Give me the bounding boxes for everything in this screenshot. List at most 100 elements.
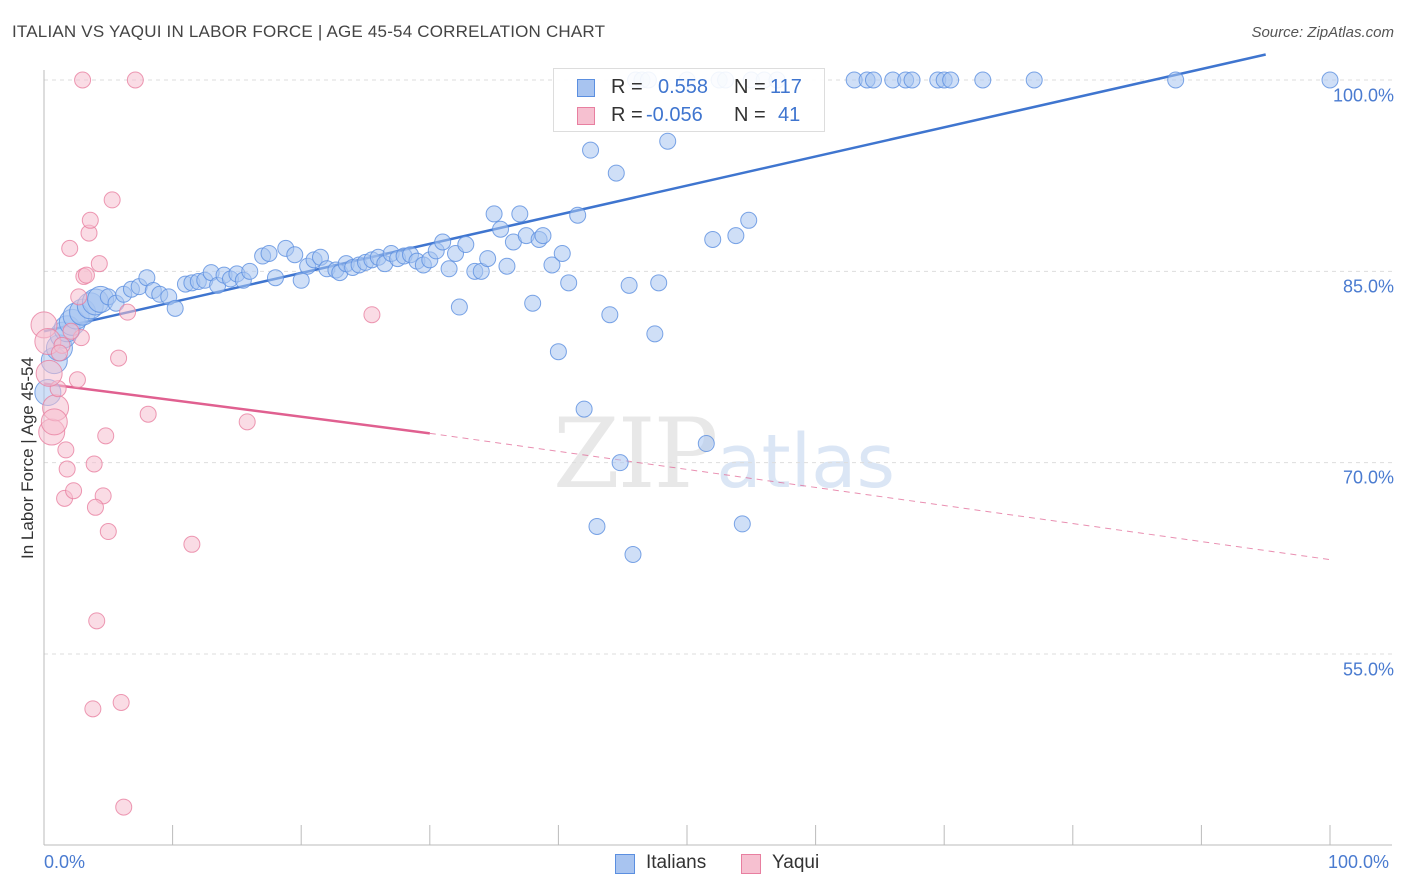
yaqui-point bbox=[86, 498, 104, 516]
italians-point bbox=[543, 256, 561, 274]
italians-point bbox=[624, 546, 642, 564]
y-tick-label: 55.0% bbox=[1342, 659, 1394, 680]
italians-point bbox=[1321, 71, 1339, 89]
stats-legend: R = 0.558 N = 117 R = -0.056 N = 41 bbox=[553, 68, 825, 132]
italians-point bbox=[498, 257, 516, 275]
italians-point bbox=[524, 294, 542, 312]
y-tick-label: 100.0% bbox=[1332, 85, 1394, 106]
yaqui-point bbox=[139, 405, 157, 423]
data-points bbox=[30, 71, 1339, 816]
yaqui-point bbox=[62, 322, 80, 340]
r-value: 0.558 bbox=[658, 76, 709, 98]
italians-point bbox=[560, 274, 578, 292]
italians-point bbox=[727, 227, 745, 245]
italians-point bbox=[582, 141, 600, 159]
italians-point bbox=[1167, 71, 1185, 89]
yaqui-point bbox=[238, 413, 256, 431]
italians-point bbox=[704, 230, 722, 248]
italians-point bbox=[434, 233, 452, 251]
italians-point bbox=[457, 236, 475, 254]
yaqui-trend-line bbox=[43, 382, 430, 435]
x-tick-label: 100.0% bbox=[1328, 852, 1390, 872]
italians-point bbox=[659, 132, 677, 150]
italians-point bbox=[1025, 71, 1043, 89]
italians-point bbox=[864, 71, 882, 89]
italians-point bbox=[511, 205, 529, 223]
italians-point bbox=[450, 298, 468, 316]
n-label: N = bbox=[734, 104, 766, 126]
x-tick-label: 0.0% bbox=[44, 852, 86, 872]
stats-row-italians: R = 0.558 N = 117 bbox=[554, 73, 824, 101]
n-label: N = bbox=[734, 76, 766, 98]
yaqui-point bbox=[68, 371, 86, 389]
yaqui-point bbox=[90, 255, 108, 273]
y-tick-label: 85.0% bbox=[1342, 276, 1394, 297]
stats-row-yaqui: R = -0.056 N = 41 bbox=[554, 101, 824, 129]
italians-point bbox=[553, 244, 571, 262]
legend-label: Italians bbox=[646, 852, 707, 873]
y-axis-label: In Labor Force | Age 45-54 bbox=[18, 357, 37, 559]
watermark-atlas: atlas bbox=[716, 419, 896, 505]
yaqui-point bbox=[88, 612, 106, 630]
italians-point bbox=[266, 269, 284, 287]
legend-swatch bbox=[741, 854, 761, 874]
axes bbox=[43, 70, 1392, 846]
italians-point bbox=[611, 454, 629, 472]
italians-point bbox=[549, 343, 567, 361]
grid-lines bbox=[44, 79, 1392, 655]
yaqui-point bbox=[126, 71, 144, 89]
yaqui-point bbox=[35, 359, 63, 387]
italians-point bbox=[650, 274, 668, 292]
yaqui-point bbox=[119, 303, 137, 321]
italians-point bbox=[485, 205, 503, 223]
italians-point bbox=[166, 299, 184, 317]
yaqui-point bbox=[183, 535, 201, 553]
chart-title: ITALIAN VS YAQUI IN LABOR FORCE | AGE 45… bbox=[12, 22, 606, 41]
yaqui-point bbox=[65, 482, 83, 500]
italians-point bbox=[646, 325, 664, 343]
italians-point bbox=[733, 515, 751, 533]
yaqui-point bbox=[81, 211, 99, 229]
italians-point bbox=[697, 435, 715, 453]
yaqui-point bbox=[97, 427, 115, 445]
italians-point bbox=[292, 271, 310, 289]
yaqui-point bbox=[74, 71, 92, 89]
italians-point bbox=[974, 71, 992, 89]
y-tick-label: 70.0% bbox=[1342, 467, 1394, 488]
r-value: -0.056 bbox=[646, 104, 703, 126]
yaqui-point bbox=[103, 191, 121, 209]
n-value: 41 bbox=[778, 104, 801, 126]
italians-point bbox=[241, 262, 259, 280]
italians-point bbox=[440, 260, 458, 278]
yaqui-point bbox=[50, 344, 68, 362]
italians-point bbox=[534, 227, 552, 245]
yaqui-point bbox=[58, 460, 76, 478]
italians-point bbox=[569, 206, 587, 224]
italians-point bbox=[492, 220, 510, 238]
legend-label: Yaqui bbox=[772, 852, 820, 873]
yaqui-swatch bbox=[577, 107, 595, 125]
n-value: 117 bbox=[770, 76, 802, 98]
r-label: R = bbox=[611, 104, 643, 126]
yaqui-point bbox=[85, 455, 103, 473]
yaqui-point bbox=[77, 266, 95, 284]
yaqui-point bbox=[70, 288, 88, 306]
source-label: Source: ZipAtlas.com bbox=[1251, 24, 1394, 41]
italians-point bbox=[620, 276, 638, 294]
italians-point bbox=[903, 71, 921, 89]
yaqui-trend-extension bbox=[429, 432, 1331, 561]
r-label: R = bbox=[611, 76, 643, 98]
yaqui-point bbox=[363, 306, 381, 324]
italians-point bbox=[601, 306, 619, 324]
watermark: ZIPatlas bbox=[553, 398, 895, 510]
yaqui-point bbox=[110, 349, 128, 367]
yaqui-point bbox=[57, 441, 75, 459]
yaqui-point bbox=[84, 700, 102, 718]
italians-point bbox=[260, 244, 278, 262]
italians-point bbox=[607, 164, 625, 182]
italians-point bbox=[942, 71, 960, 89]
italians-point bbox=[575, 400, 593, 418]
yaqui-point bbox=[99, 523, 117, 541]
italians-swatch bbox=[577, 79, 595, 97]
